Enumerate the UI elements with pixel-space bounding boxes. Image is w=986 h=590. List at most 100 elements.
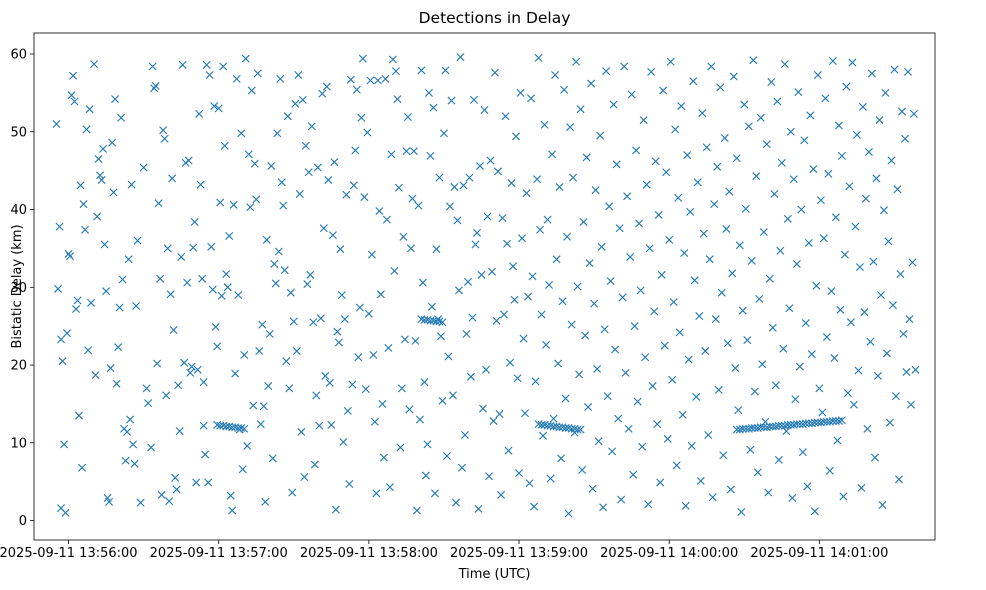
- data-point: [582, 153, 591, 162]
- data-point: [402, 147, 411, 156]
- data-point: [336, 245, 345, 254]
- data-point: [246, 203, 255, 212]
- data-point: [453, 216, 462, 225]
- data-point: [485, 472, 493, 481]
- data-point: [678, 410, 687, 419]
- data-point: [291, 99, 300, 108]
- data-point: [750, 387, 759, 396]
- data-point: [55, 222, 64, 231]
- data-point: [460, 431, 469, 440]
- data-point: [447, 96, 456, 105]
- data-point: [818, 408, 827, 417]
- data-point: [773, 97, 782, 106]
- data-point: [524, 292, 533, 301]
- data-point: [785, 304, 794, 313]
- data-point: [274, 247, 283, 256]
- data-point: [213, 342, 222, 351]
- data-point: [321, 371, 330, 380]
- data-point: [827, 287, 836, 296]
- data-point: [557, 454, 566, 463]
- x-tick-label: 2025-09-11 14:00:00: [600, 546, 738, 561]
- data-point: [237, 129, 246, 138]
- data-point: [738, 306, 747, 315]
- data-point: [298, 95, 307, 104]
- data-point: [63, 329, 72, 338]
- data-point: [217, 291, 226, 300]
- data-point: [318, 89, 327, 98]
- data-point: [330, 158, 339, 167]
- data-point: [102, 287, 111, 296]
- data-point: [543, 215, 552, 224]
- data-point: [435, 317, 444, 326]
- data-point: [396, 443, 405, 452]
- data-point: [222, 270, 231, 279]
- data-point: [509, 262, 518, 271]
- data-point: [247, 86, 256, 95]
- data-point: [465, 173, 474, 182]
- data-point: [615, 224, 624, 233]
- data-point: [771, 381, 780, 390]
- data-point: [462, 329, 471, 338]
- data-point: [515, 469, 524, 478]
- data-point: [100, 240, 109, 249]
- data-point: [492, 316, 501, 325]
- data-point: [267, 161, 276, 170]
- data-point: [884, 237, 893, 246]
- data-point: [741, 204, 750, 213]
- data-point: [759, 228, 768, 237]
- data-point: [879, 206, 888, 215]
- data-point: [482, 365, 490, 374]
- data-point: [57, 335, 66, 344]
- data-point: [477, 270, 486, 279]
- data-point: [620, 62, 629, 71]
- data-point: [420, 378, 429, 387]
- data-point: [93, 212, 102, 221]
- data-point: [861, 194, 870, 203]
- data-point: [888, 301, 897, 310]
- data-point: [334, 338, 343, 347]
- data-point: [432, 245, 441, 254]
- data-point: [208, 285, 217, 294]
- data-point: [710, 200, 719, 209]
- data-point: [81, 225, 90, 234]
- data-point: [325, 378, 334, 387]
- data-point: [327, 420, 336, 429]
- data-point: [630, 322, 639, 331]
- data-point: [132, 301, 141, 310]
- data-point: [87, 298, 96, 307]
- data-point: [471, 240, 480, 249]
- data-point: [111, 95, 120, 104]
- data-point: [165, 497, 174, 506]
- data-point: [647, 67, 656, 76]
- data-point: [881, 88, 890, 97]
- data-point: [352, 85, 361, 94]
- data-point: [506, 358, 515, 367]
- data-point: [363, 128, 372, 137]
- data-point: [801, 319, 810, 328]
- data-point: [183, 278, 192, 287]
- data-point: [707, 62, 716, 71]
- data-point: [133, 236, 142, 245]
- data-point: [666, 57, 675, 66]
- data-point: [411, 336, 420, 345]
- data-point: [629, 470, 638, 479]
- data-point: [378, 399, 387, 408]
- data-point: [911, 365, 920, 374]
- data-point: [201, 450, 210, 459]
- data-point: [725, 187, 734, 196]
- data-point: [75, 411, 84, 420]
- data-point: [795, 362, 804, 371]
- data-point: [319, 224, 328, 233]
- data-point: [436, 332, 445, 341]
- data-point: [605, 202, 614, 211]
- data-point: [782, 427, 791, 436]
- data-point: [587, 79, 596, 88]
- data-point: [273, 129, 282, 138]
- data-point: [450, 182, 459, 191]
- data-point: [255, 347, 264, 356]
- data-point: [108, 138, 117, 147]
- data-point: [668, 375, 677, 384]
- data-point: [445, 202, 454, 211]
- data-point: [328, 231, 337, 240]
- data-point: [309, 318, 318, 327]
